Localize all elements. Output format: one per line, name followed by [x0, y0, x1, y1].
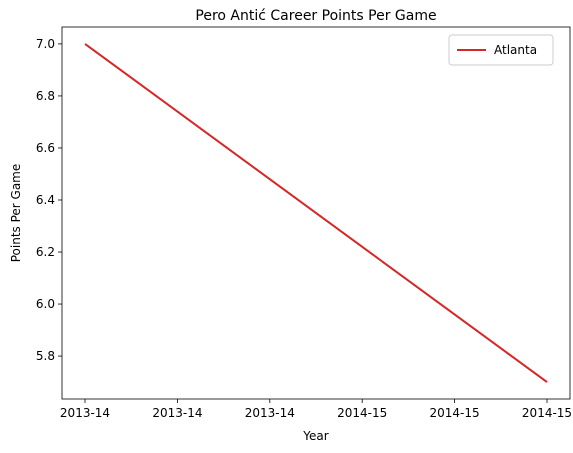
legend-box	[448, 34, 554, 66]
x-tick-label: 2014-15	[430, 406, 480, 420]
x-axis-ticks: 2013-14 2013-14 2013-14 2014-15 2014-15 2014-…	[60, 399, 572, 420]
y-tick-label: 5.8	[36, 349, 55, 363]
series-layer	[84, 43, 548, 383]
y-axis-label: Points Per Game	[9, 164, 23, 263]
x-tick-label: 2014-15	[337, 406, 387, 420]
x-tick-label: 2013-14	[245, 406, 295, 420]
chart-title: Pero Antić Career Points Per Game	[195, 8, 436, 24]
x-axis-label: Year	[302, 429, 328, 443]
y-tick-label: 6.2	[36, 245, 55, 259]
series-line-atlanta	[84, 43, 548, 383]
legend-label-atlanta: Atlanta	[494, 43, 537, 57]
legend: Atlanta	[448, 34, 554, 66]
x-tick-label: 2013-14	[60, 406, 110, 420]
y-tick-label: 7.0	[36, 37, 55, 51]
y-axis-ticks: 5.8 6.0 6.2 6.4 6.6 6.8 7.0	[36, 37, 62, 363]
plot-frame	[61, 26, 571, 400]
y-tick-label: 6.8	[36, 89, 55, 103]
x-tick-label: 2013-14	[152, 406, 202, 420]
y-tick-label: 6.0	[36, 297, 55, 311]
y-tick-label: 6.6	[36, 141, 55, 155]
y-tick-label: 6.4	[36, 193, 55, 207]
x-tick-label: 2014-15	[522, 406, 572, 420]
